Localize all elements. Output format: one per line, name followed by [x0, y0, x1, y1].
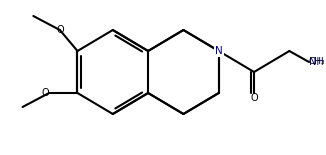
Text: CH₃: CH₃	[308, 58, 325, 66]
Text: O: O	[250, 93, 258, 103]
Text: O: O	[41, 88, 49, 98]
Text: NH: NH	[309, 57, 324, 67]
Text: O: O	[56, 25, 64, 35]
Text: N: N	[215, 46, 223, 56]
